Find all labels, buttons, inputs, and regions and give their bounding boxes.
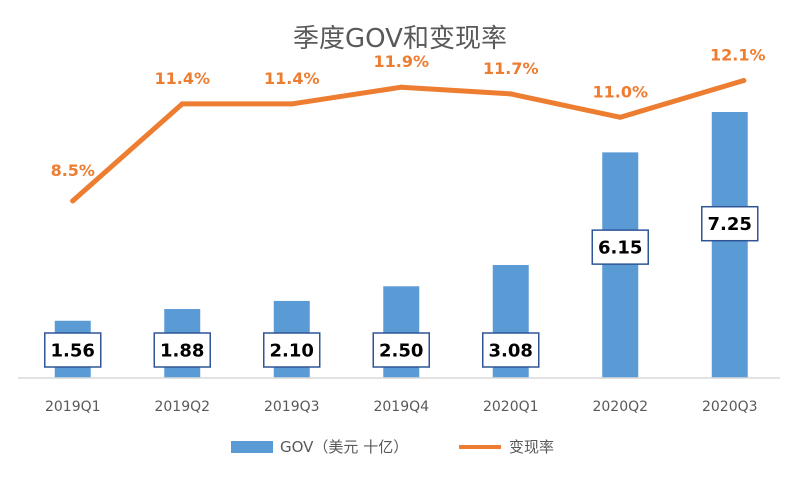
line-labels-layer: 8.5% 11.4% 11.4% 11.9% 11.7% 11.0% 12.1% bbox=[51, 46, 766, 180]
rate-label: 11.4% bbox=[154, 69, 210, 88]
rate-label: 11.7% bbox=[483, 59, 539, 78]
gov-bar-label: 1.88 bbox=[153, 332, 211, 368]
ticks-layer: 2019Q1 2019Q2 2019Q3 2019Q4 2020Q1 2020Q2 2020… bbox=[45, 399, 758, 415]
gov-bar bbox=[602, 152, 639, 378]
gov-bar-label-box bbox=[44, 332, 102, 368]
gov-bar-label-text: 1.56 bbox=[51, 341, 95, 362]
x-tick-label: 2020Q2 bbox=[592, 399, 648, 415]
x-tick-label: 2020Q1 bbox=[483, 399, 539, 415]
rate-point bbox=[617, 114, 623, 120]
gov-bar-label-box bbox=[153, 332, 211, 368]
rate-point bbox=[70, 198, 76, 204]
gov-bar-label-box bbox=[263, 332, 321, 368]
rate-label: 12.1% bbox=[710, 46, 766, 65]
rate-label: 11.4% bbox=[264, 69, 320, 88]
rate-label: 11.9% bbox=[373, 52, 429, 71]
x-tick-label: 2019Q4 bbox=[373, 399, 429, 415]
gov-bar-label-text: 1.88 bbox=[160, 341, 204, 362]
legend-bar-label: GOV（美元 十亿） bbox=[280, 438, 408, 456]
x-tick-label: 2019Q1 bbox=[45, 399, 101, 415]
gov-bar-label: 3.08 bbox=[482, 332, 540, 368]
gov-bar bbox=[711, 112, 748, 378]
gov-bar-label-box bbox=[591, 229, 649, 265]
gov-bar-label-text: 2.10 bbox=[270, 341, 314, 362]
x-tick-label: 2020Q3 bbox=[702, 399, 758, 415]
line-layer bbox=[70, 78, 747, 204]
gov-bar-label-box bbox=[372, 332, 430, 368]
rate-point bbox=[508, 91, 514, 97]
x-tick-label: 2019Q2 bbox=[154, 399, 210, 415]
x-tick-label: 2019Q3 bbox=[264, 399, 320, 415]
rate-label: 8.5% bbox=[51, 161, 95, 180]
rate-point bbox=[179, 101, 185, 107]
gov-bar-label-text: 3.08 bbox=[489, 341, 533, 362]
gov-bar-label: 2.10 bbox=[263, 332, 321, 368]
gov-bar-label: 7.25 bbox=[701, 205, 759, 242]
gov-bar-label-text: 2.50 bbox=[379, 341, 423, 362]
gov-bar-label-box bbox=[482, 332, 540, 368]
gov-bar-label-text: 6.15 bbox=[598, 238, 642, 259]
rate-point bbox=[289, 101, 295, 107]
gov-bar-label: 1.56 bbox=[44, 332, 102, 368]
chart-title: 季度GOV和变现率 bbox=[293, 24, 507, 54]
rate-point bbox=[741, 78, 747, 84]
legend-line-label: 变现率 bbox=[509, 438, 554, 456]
gov-bar-label: 6.15 bbox=[591, 229, 649, 265]
rate-label: 11.0% bbox=[592, 82, 648, 101]
legend: GOV（美元 十亿） 变现率 bbox=[231, 438, 554, 456]
rate-point bbox=[398, 84, 404, 90]
bar-labels-layer: 1.56 1.88 2.10 2.50 3.08 6.15 7.25 bbox=[44, 205, 759, 368]
gov-bar-label-box bbox=[701, 205, 759, 242]
gov-bar-label-text: 7.25 bbox=[708, 214, 752, 235]
legend-bar-swatch bbox=[231, 441, 273, 453]
gov-bar-label: 2.50 bbox=[372, 332, 430, 368]
